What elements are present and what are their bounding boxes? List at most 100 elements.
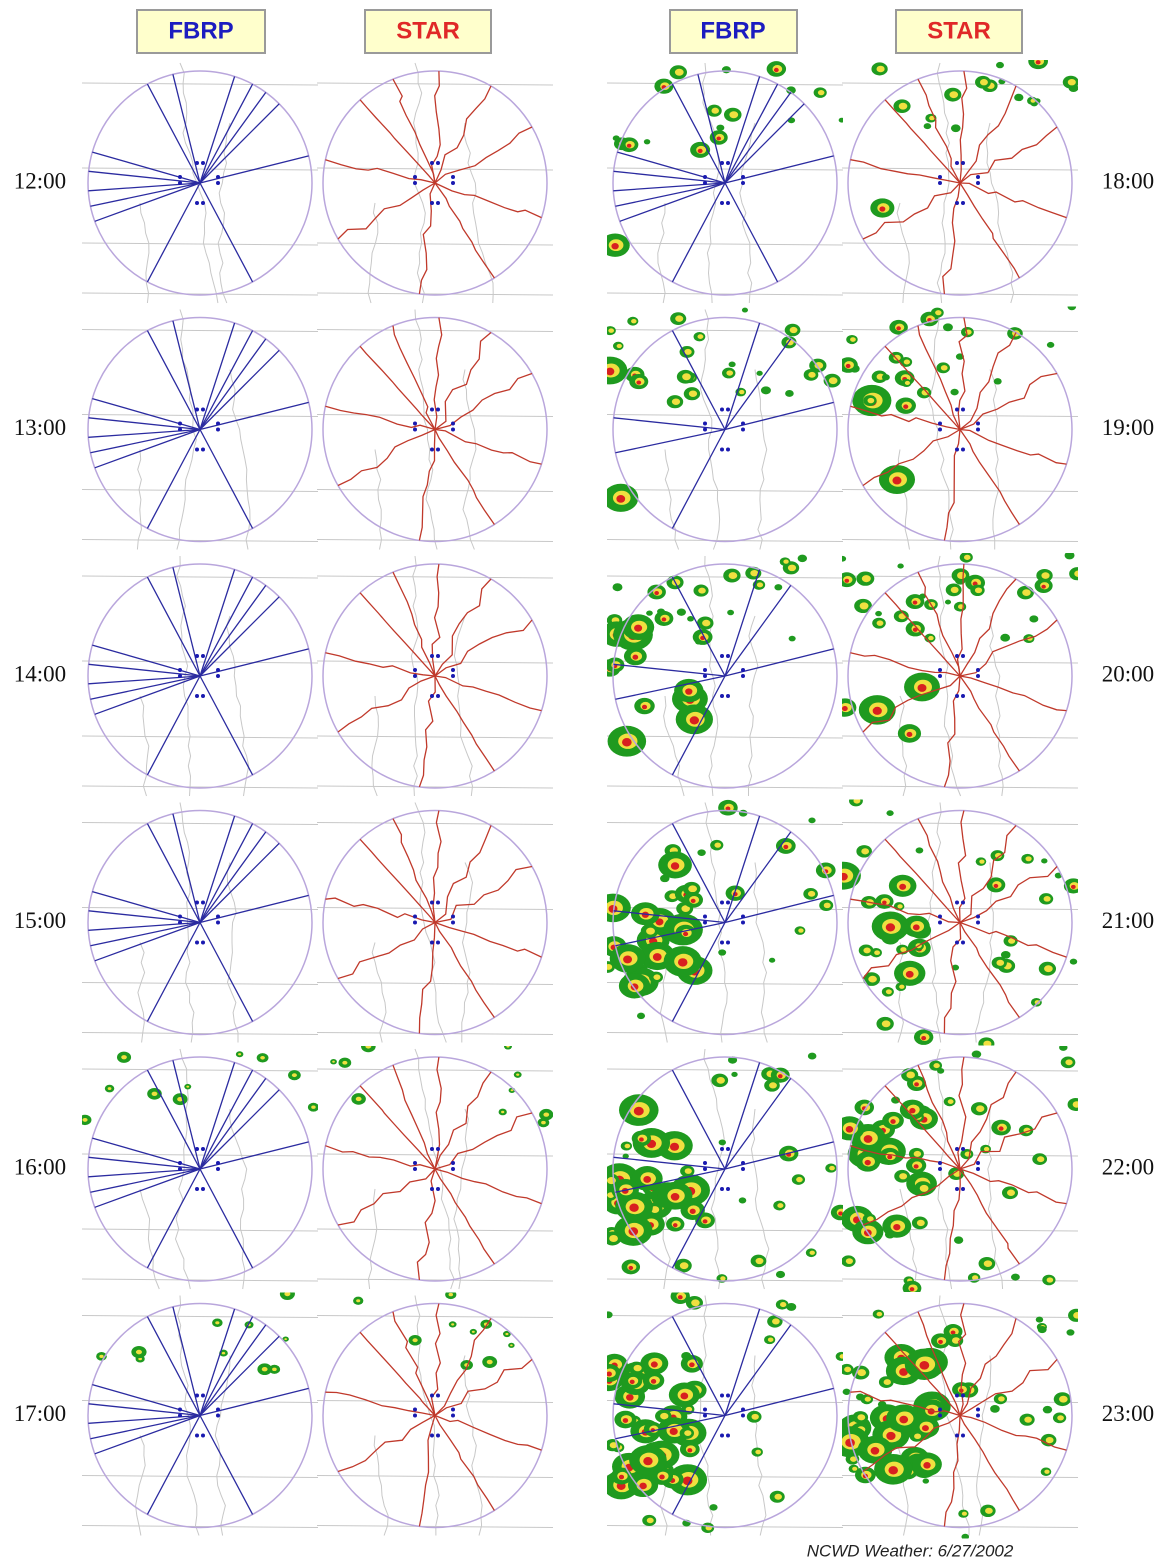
state-line: [138, 943, 145, 1043]
state-line: [607, 83, 843, 85]
airport-dot: [955, 654, 959, 658]
airport-dot: [451, 1167, 455, 1171]
weather-cell: [1065, 551, 1075, 559]
airport-dot: [938, 915, 942, 919]
airport-dot: [413, 915, 417, 919]
weather-core: [623, 1418, 629, 1423]
weather-core: [824, 903, 831, 909]
airport-dot: [720, 1434, 724, 1438]
weather-core: [675, 315, 683, 321]
route: [200, 323, 235, 430]
airport-dot: [436, 941, 440, 945]
airport-dot: [741, 1414, 745, 1418]
weather-core: [646, 928, 655, 935]
airport-dot: [413, 1161, 417, 1165]
weather-core: [886, 1432, 895, 1440]
weather-cell: [961, 1534, 969, 1540]
route: [850, 160, 960, 183]
weather-core: [720, 1276, 725, 1280]
route: [200, 104, 279, 183]
airport-dot: [726, 201, 730, 205]
route: [338, 1416, 435, 1472]
weather-cell: [839, 556, 846, 562]
airport-dot: [955, 1147, 959, 1151]
airport-dot: [451, 674, 455, 678]
weather-core: [840, 1354, 846, 1358]
state-line: [82, 1069, 318, 1071]
state-line: [317, 1316, 553, 1318]
map-panel: [831, 1296, 1085, 1540]
weather-core: [768, 1338, 774, 1342]
airport-dot: [178, 915, 182, 919]
airport-dot: [436, 901, 440, 905]
weather-core: [152, 1092, 158, 1096]
weather-core: [1007, 1190, 1015, 1196]
airport-dot: [216, 915, 220, 919]
route: [960, 333, 1016, 430]
weather-core: [999, 1126, 1004, 1130]
airport-dot: [961, 201, 965, 205]
weather-core: [772, 1318, 780, 1324]
weather-core: [861, 848, 869, 854]
map-panel: [826, 795, 1083, 1050]
weather-core: [636, 380, 641, 384]
weather-core: [873, 707, 882, 715]
weather-cell: [769, 958, 775, 963]
weather-core: [910, 1287, 915, 1291]
weather-core: [774, 68, 779, 72]
weather-core: [356, 1299, 360, 1302]
route: [435, 676, 494, 771]
weather-core: [634, 625, 642, 632]
route: [200, 84, 253, 183]
airport-dot: [961, 448, 965, 452]
weather-core: [829, 377, 838, 384]
weather-core: [935, 310, 941, 315]
route: [92, 892, 200, 923]
airport-dot: [413, 428, 417, 432]
weather-cell: [785, 390, 794, 397]
airport-dot: [961, 654, 965, 658]
airport-dot: [201, 941, 205, 945]
map-panel: [317, 803, 553, 1043]
weather-core: [783, 560, 788, 564]
weather-core: [913, 924, 920, 930]
airport-dot: [955, 1187, 959, 1191]
route: [435, 676, 542, 711]
weather-core: [905, 381, 910, 385]
weather-cell: [716, 125, 724, 131]
airport-dot: [703, 181, 707, 185]
route: [959, 1304, 966, 1416]
weather-cell: [731, 1072, 737, 1077]
airport-dot: [938, 422, 942, 426]
weather-cell: [1038, 1326, 1047, 1333]
route: [960, 676, 1067, 711]
weather-core: [994, 884, 999, 888]
state-line: [82, 330, 318, 332]
route: [325, 898, 435, 922]
weather-cell: [756, 371, 762, 376]
state-line: [317, 823, 553, 825]
route: [960, 86, 1016, 183]
weather-core: [186, 1086, 189, 1088]
map-panel: [317, 1290, 553, 1535]
weather-core: [899, 884, 906, 890]
weather-core: [606, 368, 615, 376]
weather-cell: [1014, 94, 1023, 101]
weather-core: [505, 1333, 508, 1335]
weather-core: [914, 1151, 921, 1157]
airport-dot: [741, 915, 745, 919]
airport-dot: [178, 428, 182, 432]
airport-dot: [955, 941, 959, 945]
route: [960, 1416, 1067, 1451]
weather-core: [689, 390, 697, 397]
state-line: [607, 1316, 843, 1318]
weather-core: [949, 91, 958, 98]
route: [200, 676, 253, 775]
weather-core: [867, 398, 874, 403]
weather-cell: [808, 1053, 817, 1060]
airport-dot: [216, 181, 220, 185]
map-panel: [599, 555, 843, 796]
airport-dot: [451, 915, 455, 919]
route: [200, 183, 253, 282]
weather-core: [662, 617, 667, 621]
